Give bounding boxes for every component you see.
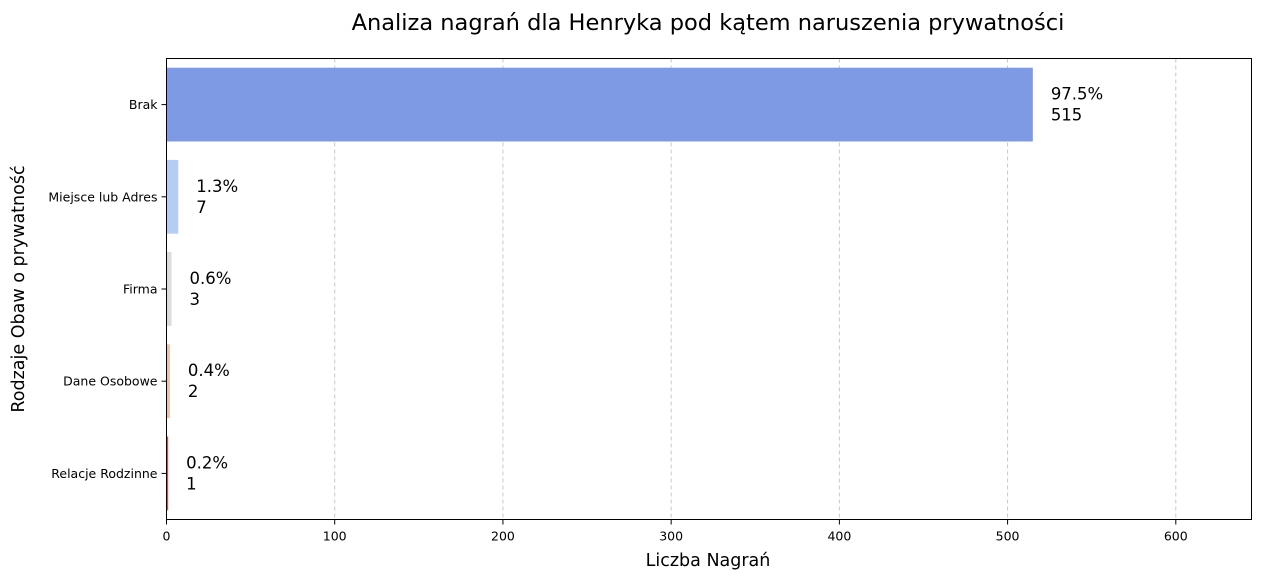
bar <box>166 436 169 511</box>
y-tick-layer: Brak Miejsce lub Adres Firma Dane Osobowe Re… <box>48 97 167 481</box>
y-axis-title: Rodzaje Obaw o prywatność <box>9 165 29 412</box>
data-label-layer: 97.5% 515 1.3% 7 0.6% 3 0.4% 2 0.2% 1 <box>186 85 1103 494</box>
x-tick-label: 600 <box>1164 529 1188 544</box>
count-label: 515 <box>1051 106 1083 125</box>
y-tick-label: Dane Osobowe <box>63 374 158 389</box>
x-tick-label: 200 <box>491 529 515 544</box>
count-label: 7 <box>196 198 207 217</box>
chart-title: Analiza nagrań dla Henryka pod kątem nar… <box>352 10 1065 36</box>
bar <box>166 344 170 419</box>
percent-label: 97.5% <box>1051 85 1103 104</box>
count-label: 2 <box>188 382 199 401</box>
y-tick-label: Miejsce lub Adres <box>48 189 157 204</box>
y-tick-label: Relacje Rodzinne <box>51 466 158 481</box>
percent-label: 0.6% <box>190 269 232 288</box>
bar-layer <box>166 67 1033 511</box>
x-tick-label: 0 <box>163 529 171 544</box>
x-tick-layer: 0 100 200 300 400 500 600 <box>163 519 1188 544</box>
bar <box>166 67 1033 142</box>
x-tick-label: 500 <box>996 529 1020 544</box>
count-label: 1 <box>186 474 197 493</box>
x-axis-title: Liczba Nagrań <box>646 551 771 571</box>
bar <box>166 252 172 326</box>
y-tick-label: Firma <box>123 282 158 297</box>
x-tick-label: 400 <box>827 529 851 544</box>
percent-label: 0.2% <box>186 453 228 472</box>
percent-label: 1.3% <box>196 177 238 196</box>
bar <box>166 159 179 234</box>
count-label: 3 <box>190 290 201 309</box>
x-tick-label: 100 <box>323 529 347 544</box>
x-tick-label: 300 <box>659 529 683 544</box>
percent-label: 0.4% <box>188 361 230 380</box>
y-tick-label: Brak <box>129 97 158 112</box>
